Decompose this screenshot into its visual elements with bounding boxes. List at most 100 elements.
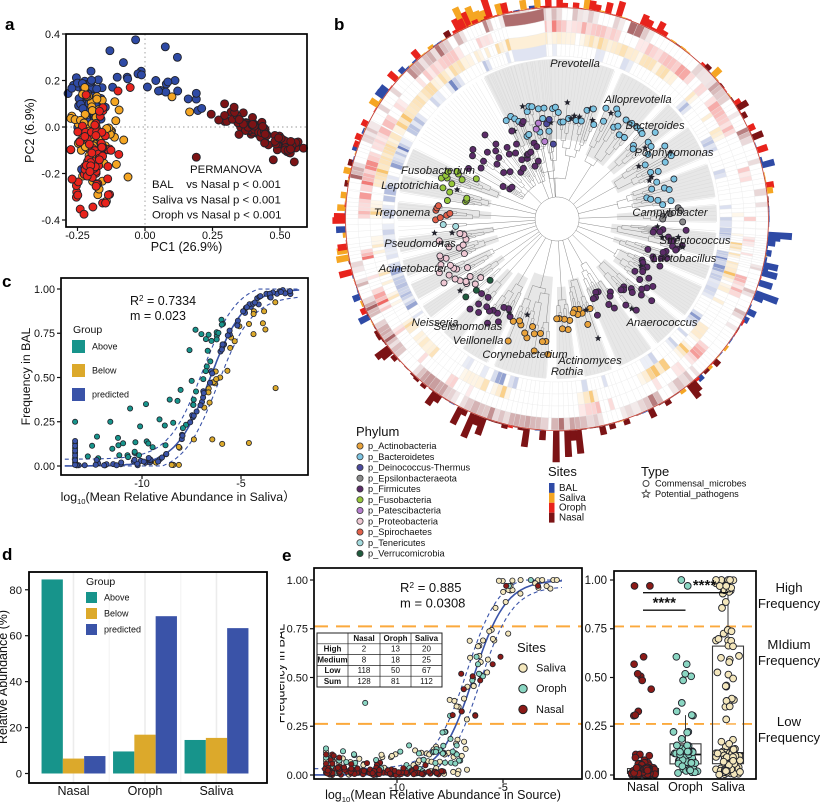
commensal-circle-tip — [638, 130, 646, 138]
commensal-circle-tip — [620, 134, 628, 141]
commensal-circle-tip — [444, 168, 452, 176]
text-label: Frequency in BAL — [280, 624, 288, 723]
text-label: -0.2 — [41, 168, 60, 180]
commensal-circle-tip — [500, 303, 508, 311]
commensal-circle-tip — [534, 157, 542, 165]
text-label: 2 — [362, 645, 367, 654]
text-label: 18 — [391, 655, 400, 664]
phylum-swatch — [356, 474, 364, 482]
commensal-circle-tip — [446, 188, 454, 196]
commensal-circle-tip — [492, 147, 500, 155]
commensal-circle-tip — [659, 215, 667, 223]
text-label: Nasal — [536, 704, 564, 716]
panel-e2-boxplot: Nasal Oroph Saliva **** **** 0.00 0.25 0.50 0.75… — [585, 570, 820, 794]
text-label: 0.4 — [45, 29, 60, 41]
text-label: 20 — [9, 723, 22, 735]
commensal-circle-tip — [435, 202, 442, 210]
text-label: Frequency — [758, 730, 820, 745]
commensal-circle-tip — [629, 145, 637, 153]
sites-legend-entry: Saliva — [559, 493, 586, 504]
commensal-circle-tip — [551, 103, 559, 111]
commensal-circle-tip — [647, 143, 655, 150]
commensal-circle-tip — [521, 329, 529, 337]
text-label: 20 — [422, 645, 431, 654]
panel-d-letter: d — [2, 545, 13, 564]
phylum-swatch — [356, 517, 364, 525]
text-label: BAL vs Nasal p < 0.001 — [152, 179, 281, 191]
pathogen-star-tip — [646, 177, 653, 184]
text-label: 0.50 — [585, 672, 607, 684]
commensal-circle-tip — [661, 158, 669, 166]
text-label: Oroph vs Nasal p < 0.001 — [152, 210, 282, 222]
commensal-circle-tip — [495, 154, 503, 162]
commensal-circle-tip — [518, 156, 526, 164]
panel-b-letter: b — [334, 15, 345, 34]
commensal-circle-tip — [617, 286, 625, 294]
commensal-circle-tip — [509, 317, 517, 325]
genus-label: Bacteroides — [625, 120, 684, 132]
text-label: **** — [693, 577, 717, 594]
text-label: 0 — [16, 769, 22, 781]
commensal-circle-tip — [484, 319, 491, 327]
text-label: -0.25 — [65, 230, 90, 242]
text-label: PC2 (6.9%) — [23, 98, 37, 163]
commensal-circle-tip — [622, 301, 630, 309]
commensal-circle-tip — [590, 121, 598, 129]
pathogen-star-tip — [448, 229, 456, 236]
text-label: m = 0.023 — [130, 309, 186, 323]
commensal-circle-tip — [506, 168, 514, 176]
text-label: 118 — [358, 666, 371, 675]
scatter-points-Below — [152, 299, 279, 468]
commensal-circle-tip — [445, 243, 453, 251]
commensal-circle-tip — [541, 138, 549, 145]
commensal-circle-tip — [656, 228, 664, 236]
text-label: 0.2 — [45, 75, 60, 87]
commensal-circle-tip — [451, 275, 459, 283]
phylum-legend-title: Phylum — [356, 424, 399, 439]
scatter-points-BAL — [63, 35, 207, 174]
genus-label: Pseudomonas — [384, 238, 456, 250]
commensal-circle-tip — [435, 237, 443, 245]
commensal-circle-tip — [503, 143, 511, 151]
commensal-circle-tip — [665, 186, 673, 194]
text-label: Saliva — [199, 784, 233, 798]
text-label: 0.25 — [202, 230, 223, 242]
commensal-circle-tip — [448, 180, 456, 188]
commensal-circle-tip — [641, 161, 649, 169]
commensal-circle-tip — [475, 300, 483, 308]
commensal-circle-tip — [589, 105, 597, 113]
pathogen-star-tip — [658, 233, 666, 240]
commensal-circle-tip — [649, 228, 657, 236]
genus-label: Acinetobacter — [378, 263, 449, 275]
panel-a-letter: a — [5, 15, 15, 34]
text-label: 0.75 — [287, 624, 308, 636]
pathogen-star-tip — [635, 162, 643, 170]
commensal-circle-tip — [614, 122, 622, 130]
text-label: 0.75 — [34, 328, 55, 340]
phylum-swatch — [356, 463, 364, 471]
commensal-circle-tip — [656, 262, 664, 270]
commensal-circle-tip — [466, 305, 474, 313]
commensal-circle-tip — [530, 330, 538, 338]
commensal-circle-tip — [628, 289, 636, 296]
pathogen-star-tip — [524, 311, 531, 318]
commensal-circle-tip — [538, 338, 546, 346]
site-swatch — [549, 483, 555, 493]
commensal-circle-tip — [440, 279, 448, 287]
type-legend: TypeCommensal_microbesPotential_pathogen… — [641, 464, 747, 499]
text-label: Low — [777, 714, 802, 729]
pathogen-star-tip — [431, 229, 438, 236]
commensal-circle-tip — [639, 268, 647, 276]
phylum-legend: Phylum p_Actinobacteriap_Bacteroidetesp_D… — [356, 424, 471, 559]
phylum-legend-entry: p_Proteobacteria — [368, 516, 439, 526]
commensal-circle-tip — [553, 315, 561, 323]
pathogen-star-tip — [607, 109, 615, 116]
commensal-circle-tip — [464, 264, 471, 272]
svg-text:R2 = 0.7334: R2 = 0.7334 — [130, 294, 196, 308]
text-label: 67 — [422, 666, 431, 675]
text-label: 0.00 — [34, 461, 55, 473]
commensal-circle-tip — [659, 201, 667, 209]
commensal-circle-tip — [469, 152, 476, 160]
text-label: Saliva — [536, 663, 567, 675]
